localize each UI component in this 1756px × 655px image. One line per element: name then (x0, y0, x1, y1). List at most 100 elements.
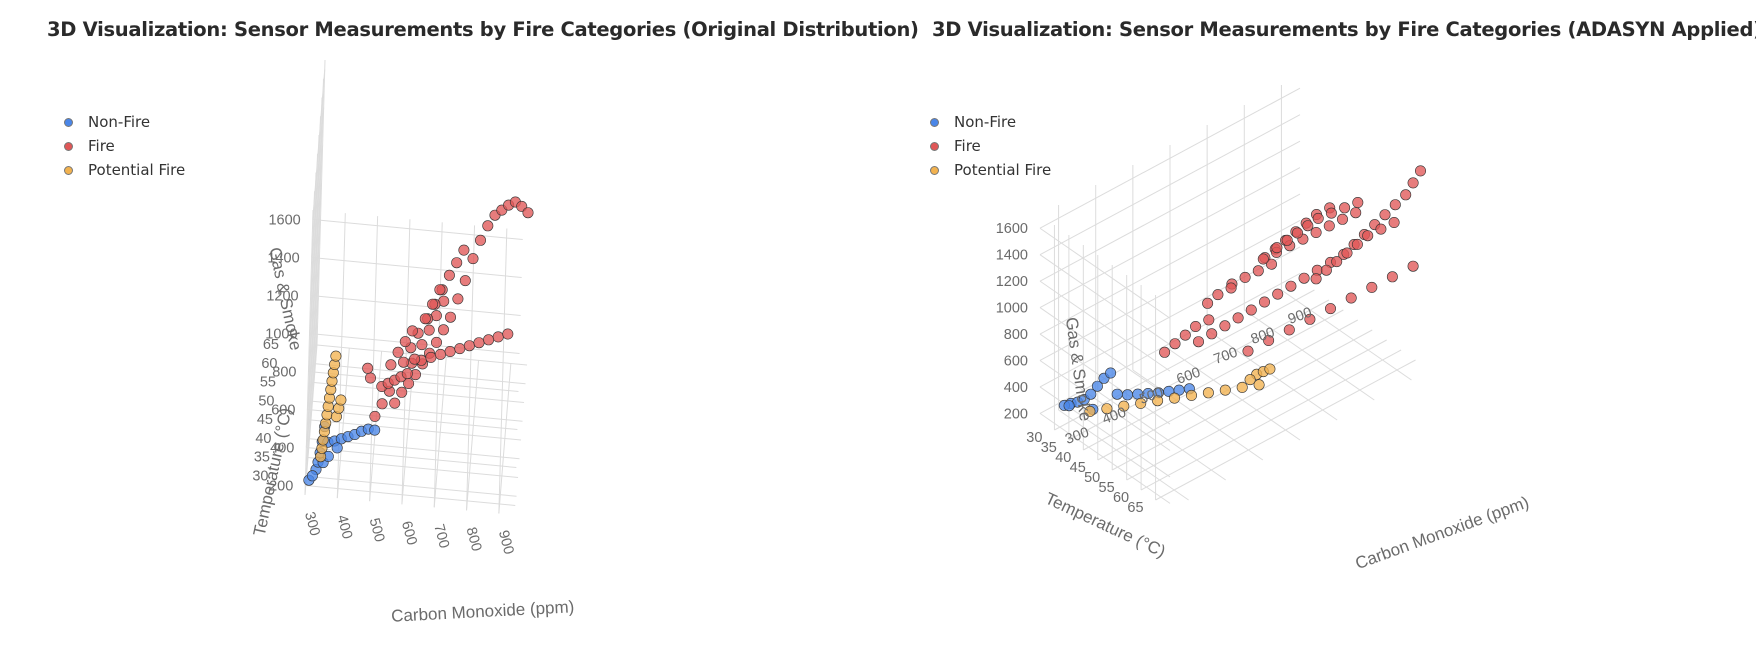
data-point-fire[interactable] (459, 275, 471, 287)
data-point-potential-fire[interactable] (1219, 384, 1231, 396)
data-point-fire[interactable] (1232, 312, 1244, 324)
data-point-fire[interactable] (483, 334, 495, 346)
data-point-fire[interactable] (416, 339, 428, 351)
data-point-fire[interactable] (1169, 338, 1181, 350)
data-point-fire[interactable] (1386, 271, 1398, 283)
legend-item-non-fire[interactable]: Non-Fire (64, 110, 185, 134)
legend-item-potential-fire[interactable]: Potential Fire (930, 158, 1051, 182)
data-point-fire[interactable] (1375, 223, 1387, 235)
data-point-fire[interactable] (406, 325, 418, 337)
data-point-non-fire[interactable] (1122, 389, 1134, 401)
data-point-fire[interactable] (1336, 213, 1348, 225)
data-point-fire[interactable] (1242, 345, 1254, 357)
data-point-fire[interactable] (1192, 336, 1204, 348)
data-point-fire[interactable] (1379, 209, 1391, 221)
data-point-fire[interactable] (1302, 220, 1314, 232)
data-point-fire[interactable] (1320, 264, 1332, 276)
data-point-non-fire[interactable] (331, 442, 343, 454)
data-point-fire[interactable] (1283, 324, 1295, 336)
data-point-potential-fire[interactable] (1202, 387, 1214, 399)
legend-item-potential-fire[interactable]: Potential Fire (64, 158, 185, 182)
data-point-fire[interactable] (454, 343, 466, 355)
data-point-non-fire[interactable] (369, 424, 381, 436)
data-point-potential-fire[interactable] (1152, 395, 1164, 407)
data-point-fire[interactable] (434, 348, 446, 360)
data-point-fire[interactable] (409, 353, 421, 365)
data-point-non-fire[interactable] (1063, 400, 1075, 412)
data-point-fire[interactable] (369, 410, 381, 422)
data-point-fire[interactable] (1285, 280, 1297, 292)
data-point-fire[interactable] (502, 328, 514, 340)
data-point-potential-fire[interactable] (1101, 403, 1113, 415)
data-point-fire[interactable] (392, 346, 404, 358)
data-point-potential-fire[interactable] (1135, 397, 1147, 409)
data-point-fire[interactable] (1258, 296, 1270, 308)
data-point-fire[interactable] (482, 220, 494, 232)
data-point-fire[interactable] (1245, 304, 1257, 316)
data-point-potential-fire[interactable] (330, 350, 342, 362)
data-point-fire[interactable] (364, 372, 376, 384)
data-point-fire[interactable] (1271, 242, 1283, 254)
data-point-fire[interactable] (362, 362, 374, 374)
data-point-fire[interactable] (1341, 247, 1353, 259)
data-point-fire[interactable] (1312, 212, 1324, 224)
data-point-fire[interactable] (1206, 328, 1218, 340)
data-point-fire[interactable] (385, 359, 397, 371)
data-point-fire[interactable] (451, 257, 463, 269)
legend-item-non-fire[interactable]: Non-Fire (930, 110, 1051, 134)
data-point-fire[interactable] (1345, 292, 1357, 304)
data-point-fire[interactable] (430, 336, 442, 348)
data-point-fire[interactable] (1324, 303, 1336, 315)
data-point-potential-fire[interactable] (1118, 400, 1130, 412)
data-point-fire[interactable] (1339, 202, 1351, 214)
data-point-potential-fire[interactable] (1185, 389, 1197, 401)
data-point-fire[interactable] (1265, 258, 1277, 270)
data-point-fire[interactable] (1331, 256, 1343, 268)
data-point-fire[interactable] (1190, 320, 1202, 332)
data-point-fire[interactable] (458, 244, 470, 256)
data-point-fire[interactable] (1350, 207, 1362, 219)
data-point-fire[interactable] (1179, 329, 1191, 341)
data-point-fire[interactable] (452, 293, 464, 305)
legend-item-fire[interactable]: Fire (64, 134, 185, 158)
data-point-fire[interactable] (419, 313, 431, 325)
data-point-fire[interactable] (1407, 260, 1419, 272)
data-point-fire[interactable] (1362, 230, 1374, 242)
data-point-fire[interactable] (399, 336, 411, 348)
data-point-non-fire[interactable] (306, 470, 318, 482)
data-point-fire[interactable] (443, 269, 455, 281)
data-point-fire[interactable] (1407, 177, 1419, 189)
data-point-non-fire[interactable] (1085, 388, 1097, 400)
data-point-fire[interactable] (1388, 217, 1400, 229)
data-point-fire[interactable] (444, 311, 456, 323)
data-point-fire[interactable] (467, 253, 479, 265)
data-point-potential-fire[interactable] (1264, 363, 1276, 375)
data-point-fire[interactable] (423, 324, 435, 336)
data-point-fire[interactable] (1325, 207, 1337, 219)
scatter-3d-plot-original[interactable]: 300 400 500 600 700 800 900 30 35 40 45 50 55 60 65 200… (0, 0, 878, 655)
data-point-fire[interactable] (1272, 288, 1284, 300)
data-point-potential-fire[interactable] (1244, 374, 1256, 386)
data-point-fire[interactable] (1400, 189, 1412, 201)
data-point-fire[interactable] (1203, 314, 1215, 326)
data-point-potential-fire[interactable] (1253, 379, 1265, 391)
data-point-fire[interactable] (1239, 271, 1251, 283)
data-point-fire[interactable] (1291, 227, 1303, 239)
data-point-potential-fire[interactable] (1168, 392, 1180, 404)
data-point-fire[interactable] (1225, 282, 1237, 294)
data-point-fire[interactable] (1263, 334, 1275, 346)
data-point-fire[interactable] (492, 331, 504, 343)
data-point-fire[interactable] (376, 398, 388, 410)
data-point-fire[interactable] (1298, 272, 1310, 284)
data-point-non-fire[interactable] (1111, 388, 1123, 400)
data-point-fire[interactable] (463, 340, 475, 352)
data-point-fire[interactable] (396, 386, 408, 398)
data-point-fire[interactable] (1323, 220, 1335, 232)
data-point-fire[interactable] (474, 234, 486, 246)
data-point-fire[interactable] (1252, 265, 1264, 277)
data-point-fire[interactable] (389, 397, 401, 409)
data-point-fire[interactable] (1310, 227, 1322, 239)
data-point-fire[interactable] (1212, 289, 1224, 301)
data-point-fire[interactable] (437, 324, 449, 336)
data-point-fire[interactable] (1202, 297, 1214, 309)
